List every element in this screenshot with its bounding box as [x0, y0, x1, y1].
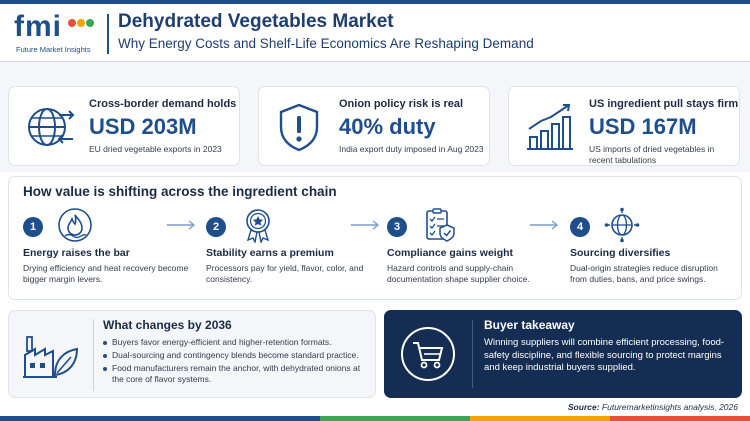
stat-card-imports: US ingredient pull stays firm USD 167M U…	[508, 86, 740, 166]
logo-dots	[68, 14, 102, 27]
bottom-bar-segment	[610, 416, 750, 421]
changes-panel: What changes by 2036 Buyers favor energy…	[8, 310, 376, 398]
takeaway-text: Winning suppliers will combine efficient…	[484, 337, 725, 373]
step-heading: Sourcing diversifies	[570, 247, 671, 259]
header-divider	[107, 14, 109, 54]
step-text: Processors pay for yield, flavor, color,…	[206, 263, 364, 284]
changes-divider	[93, 319, 94, 391]
chain-step-sourcing: 4 Sourcing diversifies Dual-origin strat…	[564, 207, 742, 297]
source-label: Source:	[567, 402, 600, 412]
source-text: Futuremarketinsights analysis, 2026	[601, 402, 738, 412]
page-title: Dehydrated Vegetables Market	[118, 11, 394, 32]
value-chain-panel: How value is shifting across the ingredi…	[8, 176, 742, 300]
takeaway-panel: Buyer takeaway Winning suppliers will co…	[384, 310, 742, 398]
header: fmi Future Market Insights Dehydrated Ve…	[0, 4, 750, 62]
step-heading: Compliance gains weight	[387, 247, 514, 259]
arrow-right-icon	[530, 220, 559, 230]
page-subtitle: Why Energy Costs and Shelf-Life Economic…	[118, 36, 534, 51]
changes-list: Buyers favor energy-efficient and higher…	[103, 337, 371, 387]
shopping-cart-icon	[401, 327, 455, 381]
step-number: 4	[570, 217, 590, 237]
step-text: Dual-origin strategies reduce disruption…	[570, 263, 718, 284]
logo-dot-green	[86, 19, 94, 27]
list-item: Food manufacturers remain the anchor, wi…	[103, 363, 371, 385]
shield-alert-icon	[279, 103, 319, 152]
stat-label: Cross-border demand holds	[89, 98, 237, 110]
bottom-bar-segment	[470, 416, 610, 421]
flame-icon	[58, 208, 92, 242]
arrow-right-icon	[167, 220, 196, 230]
award-star-icon	[246, 209, 270, 243]
stat-value: USD 167M	[589, 114, 697, 139]
header-rule	[0, 61, 750, 62]
logo-dot-red	[68, 19, 76, 27]
top-accent-bar	[0, 0, 750, 4]
step-number: 1	[23, 217, 43, 237]
list-item: Dual-sourcing and contingency blends bec…	[103, 350, 371, 361]
logo-subtitle: Future Market Insights	[16, 45, 91, 54]
stat-value: 40% duty	[339, 114, 436, 139]
arrow-right-icon	[351, 220, 380, 230]
list-item: Buyers favor energy-efficient and higher…	[103, 337, 371, 348]
bottom-bar-segment	[0, 416, 320, 421]
chain-title: How value is shifting across the ingredi…	[23, 184, 337, 199]
logo-wordmark: fmi	[14, 10, 62, 43]
bottom-color-bar	[0, 416, 750, 421]
stat-note: EU dried vegetable exports in 2023	[89, 144, 222, 154]
stat-value: USD 203M	[89, 114, 197, 139]
stat-label: US ingredient pull stays firm	[589, 98, 739, 110]
globe-arrows-icon	[28, 108, 75, 146]
step-heading: Stability earns a premium	[206, 247, 334, 259]
step-number: 2	[206, 217, 226, 237]
changes-title: What changes by 2036	[103, 318, 232, 332]
stat-note: US imports of dried vegetables in recent…	[589, 144, 715, 165]
source-note: Source: Futuremarketinsights analysis, 2…	[568, 402, 738, 412]
step-text: Drying efficiency and heat recovery beco…	[23, 263, 189, 284]
bottom-bar-segment	[320, 416, 470, 421]
stat-label: Onion policy risk is real	[339, 98, 464, 110]
factory-leaf-icon	[23, 336, 79, 378]
logo-dot-orange	[77, 19, 85, 27]
step-heading: Energy raises the bar	[23, 247, 130, 259]
chain-step-energy: 1 Energy raises the bar Drying efficienc…	[17, 207, 195, 297]
takeaway-divider	[472, 320, 473, 388]
stat-card-exports: Cross-border demand holds USD 203M EU dr…	[8, 86, 240, 166]
stat-note: India export duty imposed in Aug 2023	[339, 144, 484, 154]
chain-step-stability: 2 Stability earns a premium Processors p…	[200, 207, 378, 297]
checklist-icon	[426, 208, 455, 242]
takeaway-title: Buyer takeaway	[484, 318, 575, 332]
step-text: Hazard controls and supply-chain documen…	[387, 263, 530, 284]
chain-step-compliance: 3 Compliance gains weight Hazard control…	[381, 207, 559, 297]
fmi-logo: fmi Future Market Insights	[14, 10, 100, 56]
globe-network-icon	[604, 207, 640, 243]
step-number: 3	[387, 217, 407, 237]
bar-chart-growth-icon	[527, 104, 573, 150]
stat-card-duty: Onion policy risk is real 40% duty India…	[258, 86, 490, 166]
